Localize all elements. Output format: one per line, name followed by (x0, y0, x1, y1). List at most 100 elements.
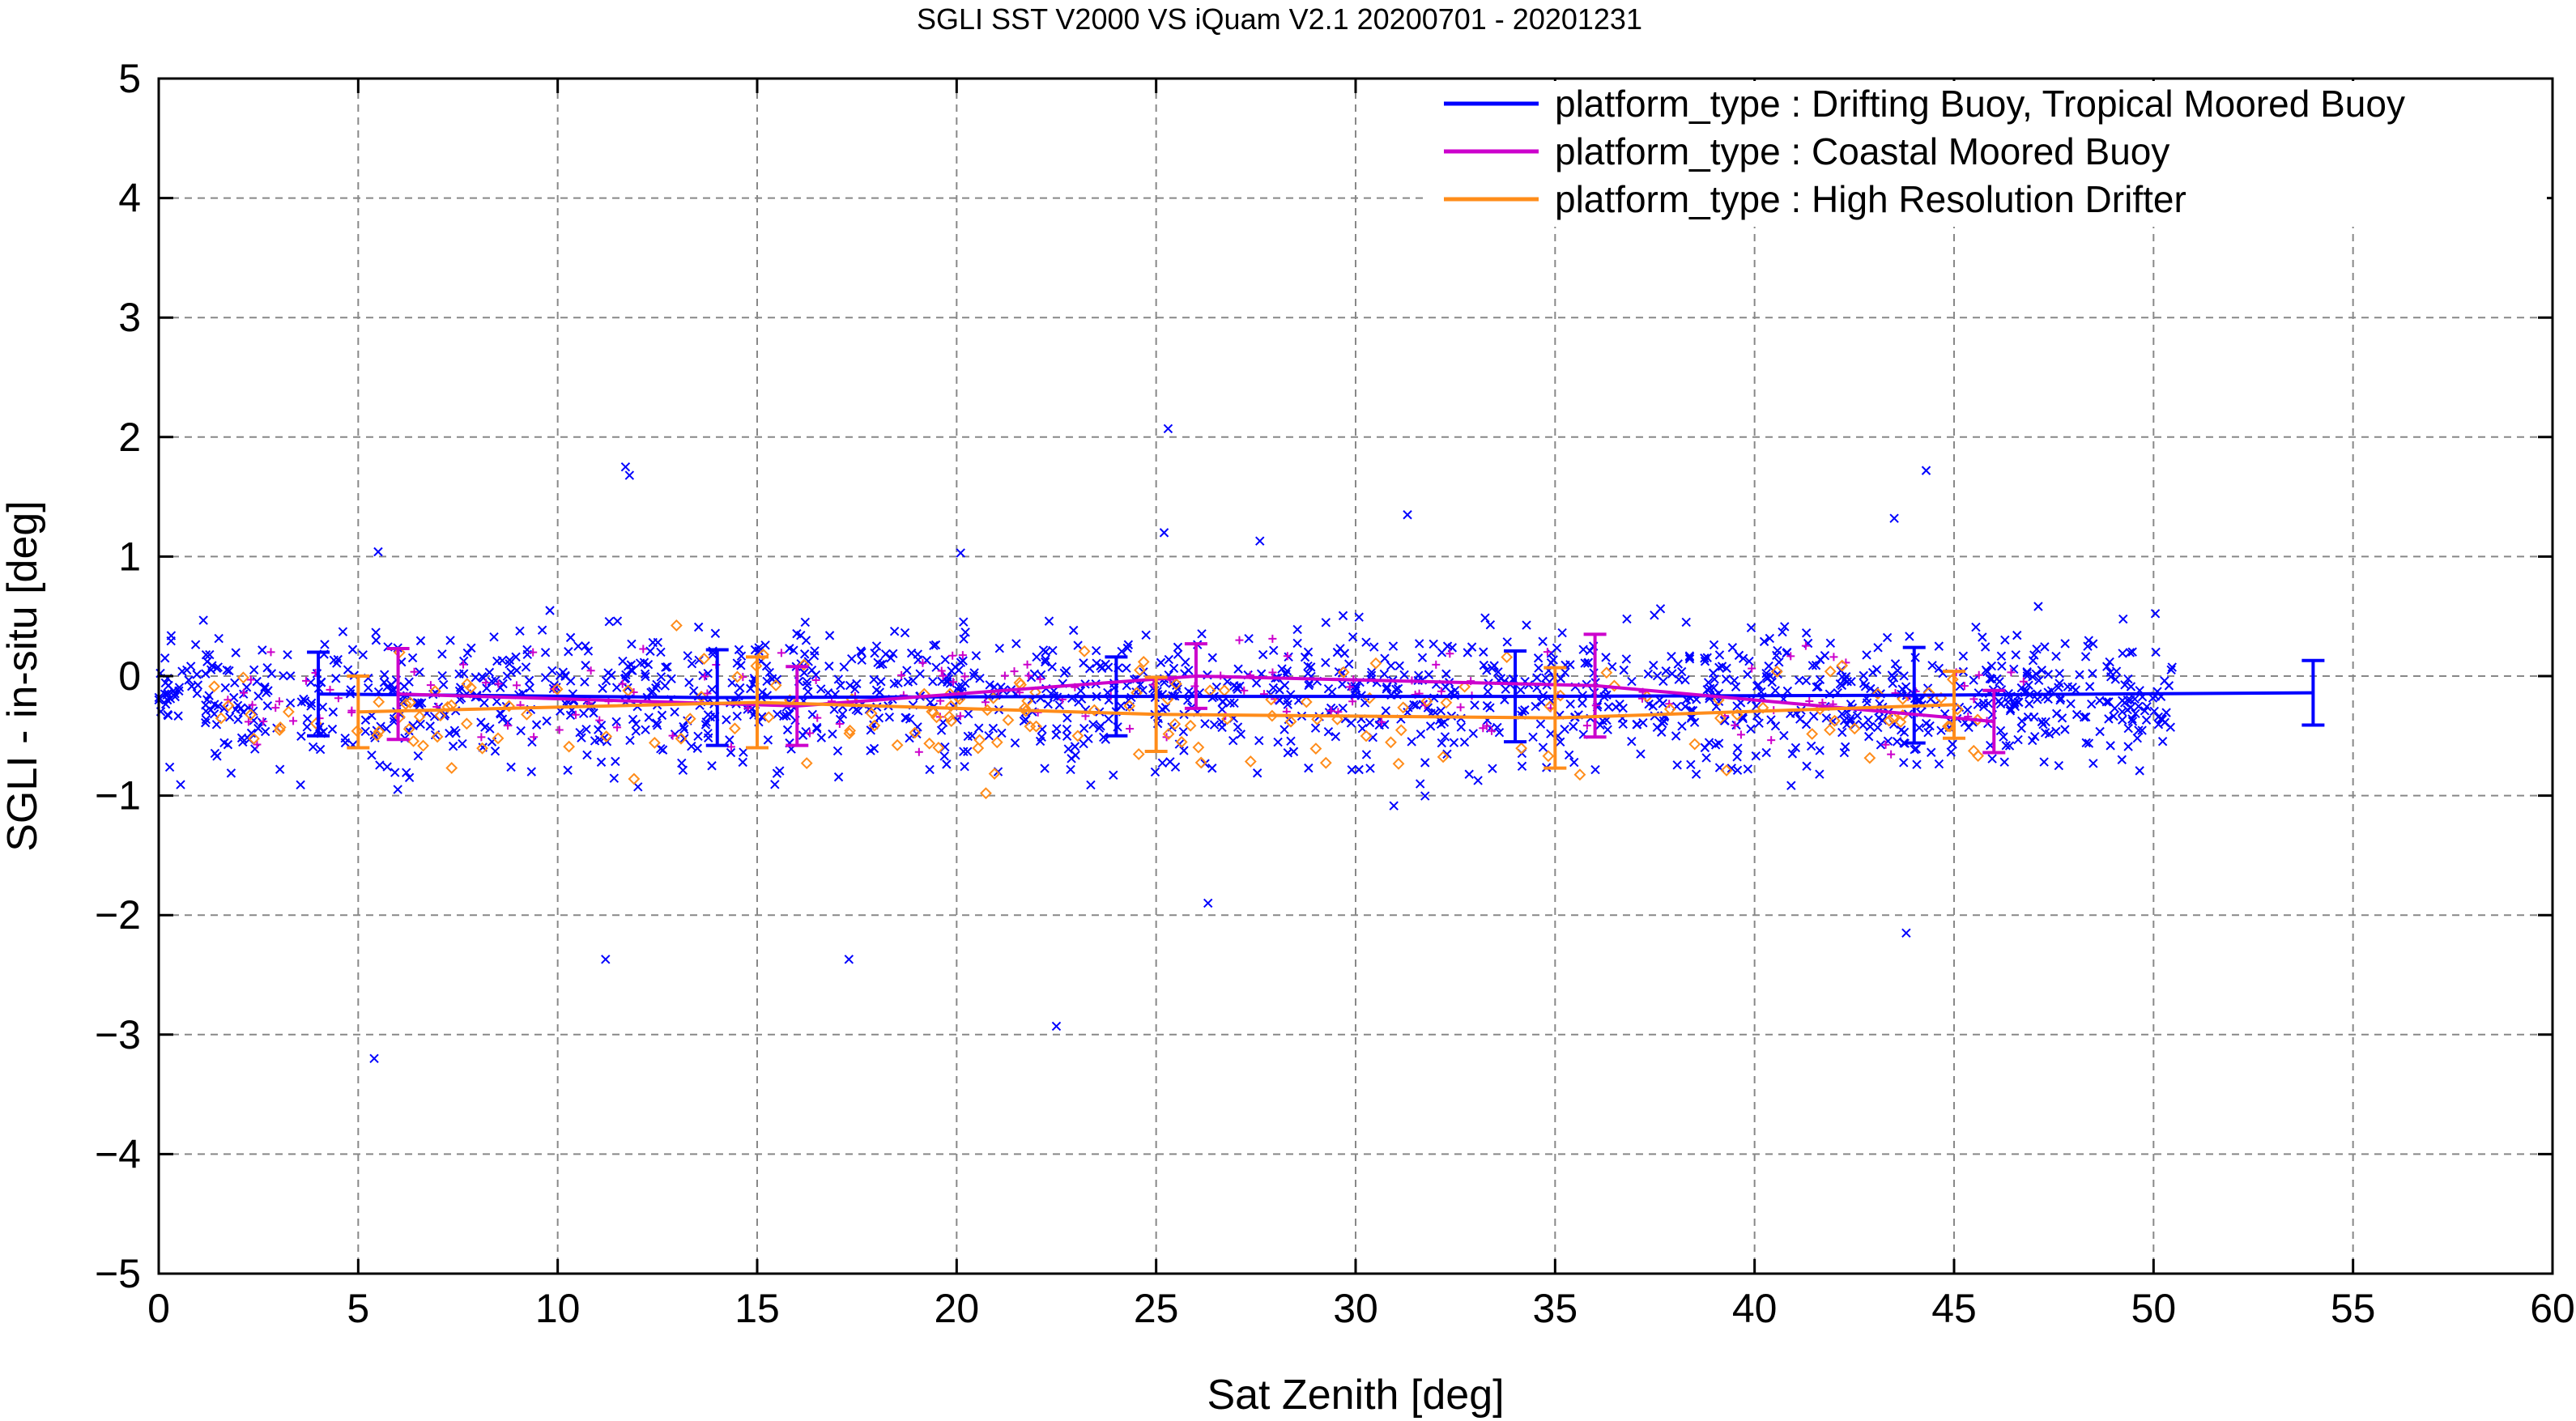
data-point (1582, 721, 1591, 730)
data-point (253, 723, 263, 734)
data-point (1035, 736, 1045, 747)
data-point (526, 767, 536, 776)
data-point (1169, 717, 1182, 730)
data-point (1169, 663, 1179, 674)
data-point (2060, 725, 2070, 734)
data-point (2054, 683, 2063, 692)
data-point (1494, 727, 1505, 738)
data-point (214, 633, 224, 644)
data-point (1812, 682, 1821, 692)
data-point (1479, 647, 1488, 657)
data-point (1846, 677, 1856, 687)
data-point (249, 706, 258, 717)
data-point (206, 705, 215, 715)
data-point (689, 686, 699, 696)
data-point (1863, 751, 1876, 764)
data-point (679, 734, 689, 743)
data-point (1962, 705, 1973, 715)
data-point (757, 687, 767, 697)
data-point (1192, 741, 1205, 754)
data-point (1181, 657, 1190, 667)
data-point (1538, 742, 1548, 752)
data-point (670, 707, 679, 717)
data-point (1732, 765, 1743, 776)
data-point (731, 670, 743, 683)
data-point (623, 683, 632, 693)
data-point (513, 681, 522, 690)
data-point (874, 713, 884, 723)
data-point (2004, 741, 2015, 751)
data-point (1714, 738, 1724, 748)
data-point (1010, 667, 1019, 676)
data-point (796, 630, 806, 640)
data-point (1535, 719, 1546, 729)
data-point (1354, 764, 1364, 775)
data-point (540, 648, 551, 657)
y-tick-label: 5 (118, 56, 141, 101)
data-point (1397, 701, 1410, 714)
data-point (658, 745, 668, 755)
data-point (364, 683, 373, 693)
data-point (2019, 677, 2028, 686)
data-point (1801, 641, 1810, 650)
data-point (1786, 781, 1796, 790)
data-point (1767, 736, 1776, 745)
data-point (1578, 698, 1587, 708)
data-point (693, 622, 704, 632)
data-point (811, 722, 822, 733)
data-point (925, 764, 935, 775)
data-point (1470, 700, 1480, 710)
data-point (2110, 674, 2121, 684)
data-point (249, 665, 259, 675)
data-point (2126, 695, 2135, 705)
data-point (1394, 724, 1407, 737)
data-point (1731, 682, 1741, 691)
data-point (1839, 716, 1850, 725)
data-point (1300, 696, 1313, 708)
outlier-point (620, 462, 631, 472)
data-point (2071, 709, 2082, 720)
data-point (736, 651, 747, 661)
data-point (1300, 652, 1310, 662)
data-point (1286, 736, 1296, 746)
data-point (1096, 663, 1107, 674)
data-point (1815, 746, 1824, 755)
outlier-point (956, 548, 965, 558)
error-bar (1144, 675, 1168, 753)
y-tick-label: −4 (95, 1131, 141, 1176)
data-point (1369, 657, 1382, 670)
data-point (652, 718, 662, 728)
data-point (1389, 801, 1399, 810)
data-point (1079, 723, 1089, 734)
data-point (1399, 670, 1409, 680)
data-point (692, 743, 703, 753)
data-point (800, 757, 813, 770)
data-point (524, 675, 534, 686)
data-point (837, 709, 848, 719)
data-point (734, 645, 744, 655)
data-point (847, 653, 857, 664)
data-point (762, 676, 772, 687)
data-point (914, 747, 923, 756)
data-point (476, 742, 488, 755)
data-point (1037, 724, 1047, 734)
data-point (1002, 713, 1015, 726)
data-point (1361, 750, 1372, 759)
data-point (611, 683, 622, 692)
grid (159, 79, 2553, 1274)
data-point (1321, 657, 1331, 668)
data-point (296, 731, 306, 741)
data-point (1018, 701, 1031, 714)
data-point (551, 683, 564, 696)
data-point (1955, 681, 1965, 691)
data-point (1806, 741, 1816, 751)
data-point (490, 746, 500, 756)
x-tick-label: 5 (347, 1286, 369, 1331)
data-point (389, 684, 398, 694)
data-point (1836, 659, 1849, 672)
data-point (1275, 685, 1284, 695)
data-point (1440, 732, 1450, 742)
data-point (2055, 695, 2065, 705)
data-point (2142, 702, 2152, 712)
data-point (1782, 686, 1793, 696)
